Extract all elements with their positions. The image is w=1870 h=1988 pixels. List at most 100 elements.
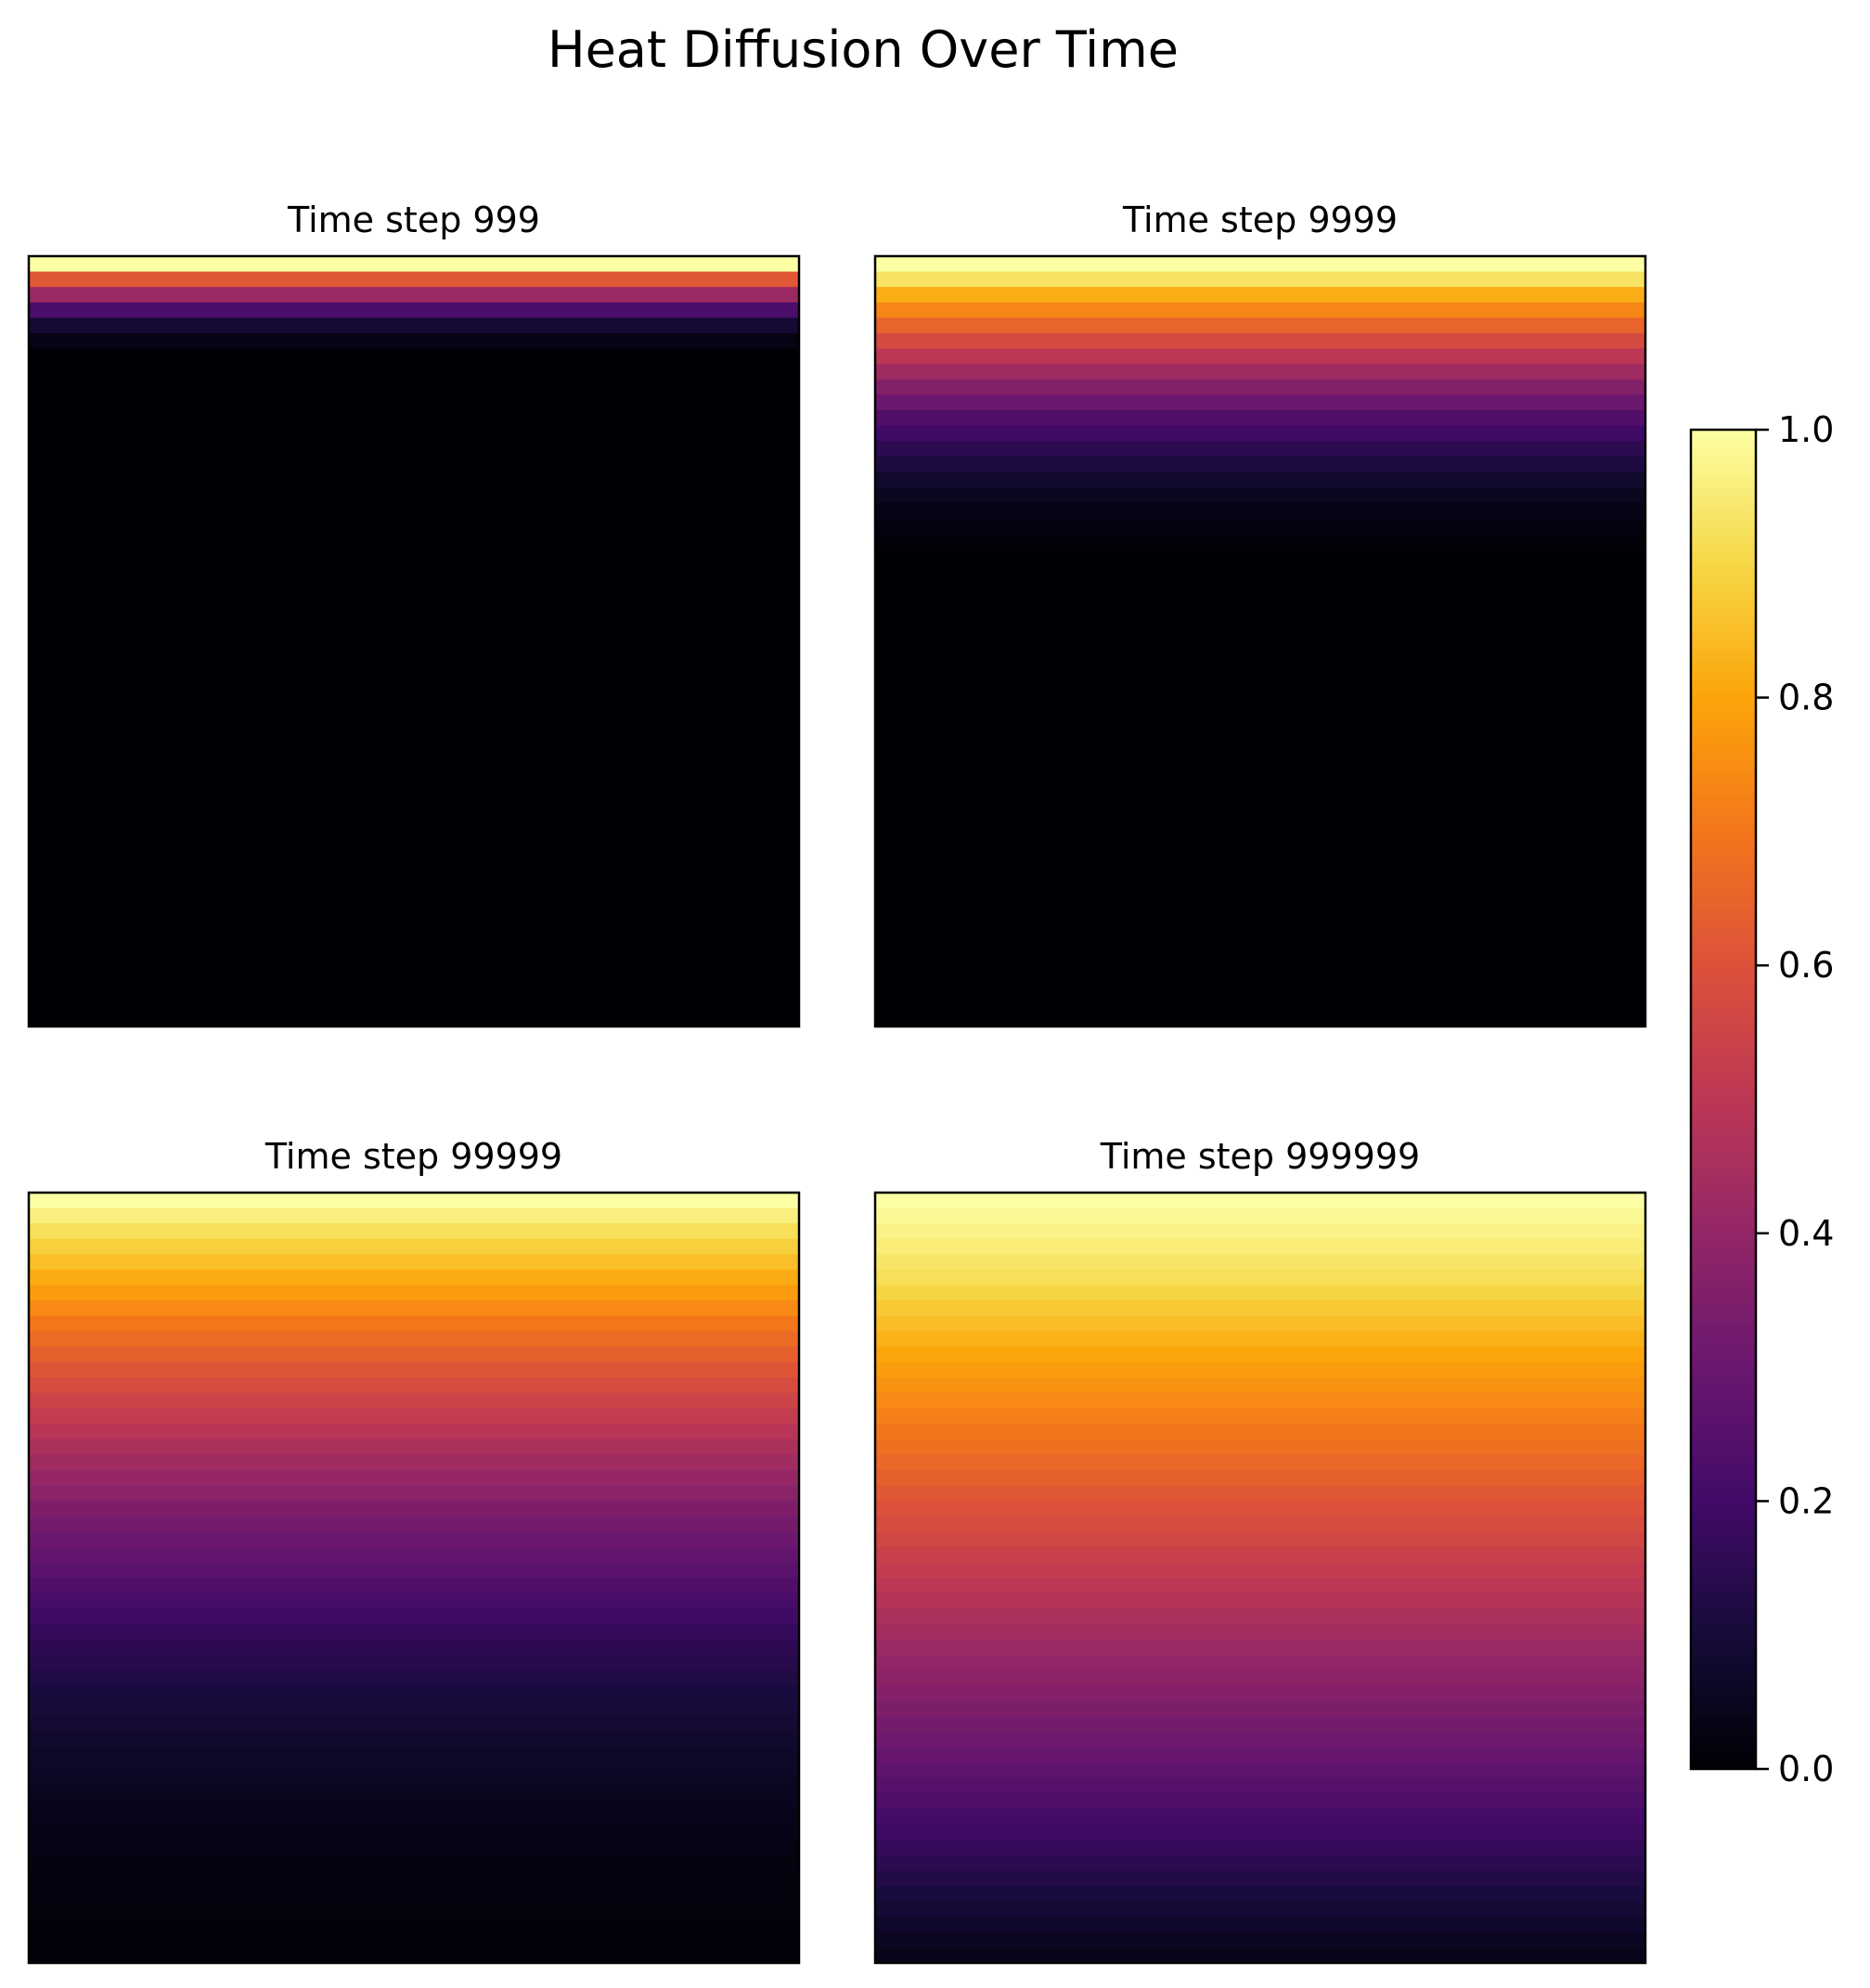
heatmap-row-cell	[875, 687, 1645, 704]
heatmap-row-cell	[29, 1917, 799, 1933]
heatmap-row-cell	[875, 656, 1645, 673]
heatmap-row-cell	[29, 1377, 799, 1394]
heatmap-row-cell	[29, 1886, 799, 1903]
heatmap-row-cell	[29, 394, 799, 411]
heatmap-row-cell	[29, 995, 799, 1012]
heatmap-row-cell	[29, 826, 799, 843]
heatmap-row-cell	[29, 872, 799, 889]
heatmap-row-cell	[875, 918, 1645, 935]
heatmap-row-cell	[29, 810, 799, 827]
heatmap-row-cell	[875, 533, 1645, 549]
heatmap-row-cell	[875, 1824, 1645, 1840]
heatmap-row-cell	[29, 1223, 799, 1240]
heatmap-row-cell	[29, 595, 799, 612]
heatmap-row-cell	[875, 456, 1645, 472]
heatmap-row-cell	[875, 1840, 1645, 1856]
heatmap-row-cell	[875, 1747, 1645, 1763]
panel-title: Time step 999999	[1100, 1136, 1420, 1177]
heatmap-row-cell	[875, 1270, 1645, 1286]
heatmap-row-cell	[29, 1947, 799, 1964]
heatmap-row-cell	[29, 1011, 799, 1027]
heatmap-row-cell	[29, 441, 799, 458]
heatmap-row-cell	[875, 1917, 1645, 1933]
heatmap-row-cell	[875, 1716, 1645, 1733]
heatmap-row-cell	[29, 626, 799, 642]
heatmap-row-cell	[875, 1377, 1645, 1394]
heatmap-row-cell	[875, 1207, 1645, 1224]
heatmap-row-cell	[29, 456, 799, 472]
heatmap-row-cell	[875, 1886, 1645, 1903]
heatmap-row-cell	[875, 872, 1645, 889]
heatmap-row-cell	[29, 749, 799, 766]
heatmap-row-cell	[875, 841, 1645, 858]
heatmap-row-cell	[29, 857, 799, 873]
heatmap-row-cell	[875, 903, 1645, 920]
heatmap-row-cell	[875, 1546, 1645, 1563]
heatmap-row-cell	[875, 1655, 1645, 1672]
heatmap-row-cell	[875, 549, 1645, 565]
heatmap-row-cell	[29, 287, 799, 303]
heatmap-row-cell	[29, 564, 799, 581]
heatmap-row-cell	[29, 425, 799, 442]
heatmap-row-cell	[875, 826, 1645, 843]
heatmap-row-cell	[875, 425, 1645, 442]
heatmap-row-cell	[875, 1347, 1645, 1363]
heatmap-row-cell	[875, 718, 1645, 735]
heatmap-row-cell	[29, 980, 799, 997]
heatmap-row-cell	[29, 1639, 799, 1656]
heatmap-row-cell	[875, 1315, 1645, 1332]
heatmap-row-cell	[875, 1931, 1645, 1948]
heatmap-row-cell	[875, 487, 1645, 504]
heatmap-row-cell	[29, 487, 799, 504]
heatmap-row-cell	[875, 595, 1645, 612]
heatmap-row-cell	[875, 1685, 1645, 1702]
heatmap-row-cell	[29, 1347, 799, 1363]
colorbar-tick-label: 0.0	[1778, 1749, 1834, 1789]
heatmap-row-cell	[29, 1578, 799, 1594]
heatmap-row-cell	[875, 749, 1645, 766]
heatmap-row-cell	[29, 410, 799, 427]
heatmap-row-cell	[875, 1501, 1645, 1517]
heatmap-row-cell	[875, 1670, 1645, 1686]
heatmap-row-cell	[29, 1623, 799, 1640]
colorbar-tick-label: 0.4	[1778, 1213, 1834, 1254]
heatmap-row-cell	[875, 980, 1645, 997]
heatmap-row-cell	[29, 1854, 799, 1871]
heatmap-row-cell	[875, 1562, 1645, 1579]
heatmap-row-cell	[875, 764, 1645, 781]
panel-title: Time step 999	[287, 200, 540, 240]
heatmap-row-cell	[875, 995, 1645, 1012]
heatmap-row-cell	[875, 1854, 1645, 1871]
heatmap-row-cell	[29, 672, 799, 689]
heatmap-panel: Time step 99999	[27, 1136, 801, 1965]
heatmap-row-cell	[29, 1454, 799, 1471]
heatmap-row-cell	[29, 1809, 799, 1826]
heatmap-row-cell	[875, 441, 1645, 458]
heatmap-row-cell	[875, 518, 1645, 535]
heatmap-row-cell	[29, 1608, 799, 1625]
heatmap-row-cell	[875, 1485, 1645, 1502]
heatmap-row-cell	[29, 1655, 799, 1672]
heatmap-row-cell	[875, 1809, 1645, 1826]
heatmap-row-cell	[875, 1223, 1645, 1240]
heatmap-row-cell	[29, 1207, 799, 1224]
heatmap-row-cell	[29, 764, 799, 781]
heatmap-row-cell	[29, 1824, 799, 1840]
heatmap-row-cell	[29, 1593, 799, 1609]
colorbar-tick-label: 0.6	[1778, 945, 1834, 986]
heatmap-row-cell	[875, 964, 1645, 981]
heatmap-row-cell	[875, 1593, 1645, 1609]
heatmap-row-cell	[875, 1424, 1645, 1440]
heatmap-panel: Time step 999	[27, 200, 801, 1028]
heatmap-row-cell	[875, 1284, 1645, 1301]
heatmap-row-cell	[875, 1392, 1645, 1409]
heatmap-row-cell	[29, 795, 799, 812]
heatmap-row-cell	[875, 887, 1645, 904]
heatmap-row-cell	[875, 410, 1645, 427]
heatmap-row-cell	[29, 887, 799, 904]
heatmap-row-cell	[875, 364, 1645, 381]
heatmap-row-cell	[29, 780, 799, 796]
heatmap-row-cell	[29, 1516, 799, 1532]
heatmap-row-cell	[875, 1300, 1645, 1317]
heatmap-row-cell	[875, 348, 1645, 365]
